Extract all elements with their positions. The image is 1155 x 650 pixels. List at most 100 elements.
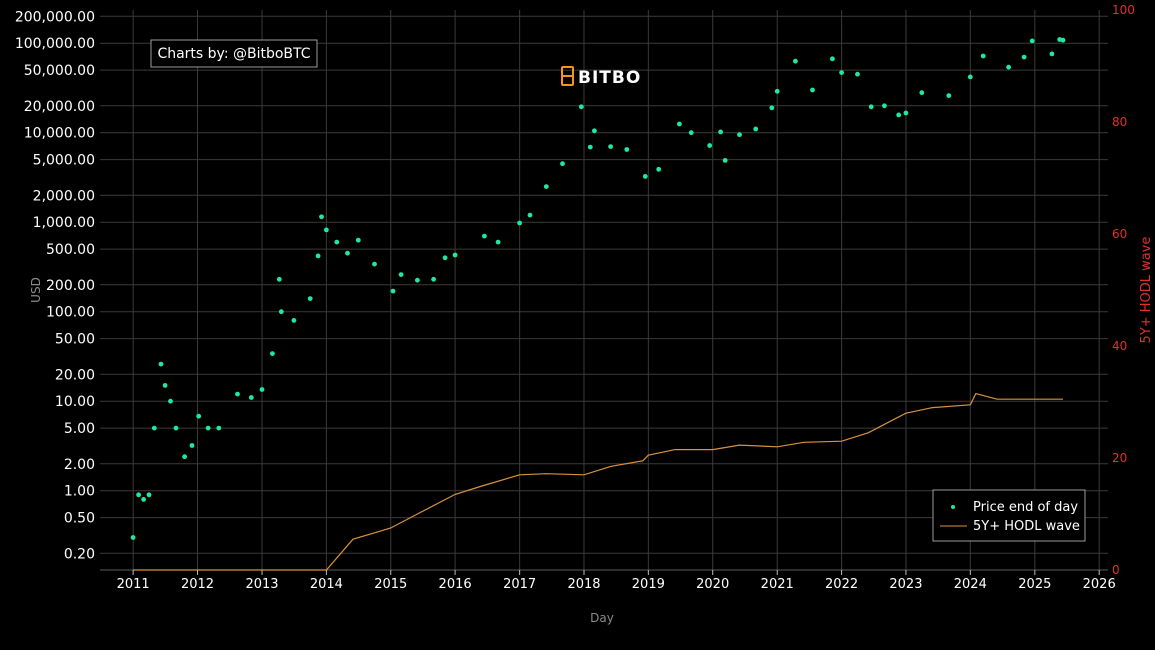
price-point [980,53,986,59]
x-axis: 2011 2012 2013 2014 2015 2016 2017 2018 2019 2020… [117,570,1116,592]
y2-tick-label: 80 [1112,115,1127,129]
price-point [162,383,168,388]
price-point [753,126,759,132]
x-tick-label: 2018 [567,577,600,592]
price-point [345,250,350,256]
y-tick-label: 200.00 [46,278,95,294]
price-point [656,166,662,172]
price-point [259,387,265,392]
credit-label: Charts by: @BitboBTC [157,46,310,62]
y-tick-label: 2.00 [64,457,95,473]
price-point [946,93,952,98]
price-point [372,261,377,267]
price-point [543,184,549,190]
left-axis: 200,000.00 100,000.00 50,000.00 20,000.00 10… [15,9,95,562]
y-tick-label: 2,000.00 [33,188,95,204]
price-point [415,277,420,283]
x-tick-label: 2016 [439,577,472,592]
y-tick-label: 50.00 [55,332,95,348]
y-tick-label: 20.00 [55,367,95,383]
price-point [398,272,404,277]
price-point [1060,37,1066,43]
price-point [855,71,860,77]
y-tick-label: 100,000.00 [15,36,95,52]
price-point [315,253,321,259]
price-point [830,56,835,62]
price-point [158,361,164,367]
price-point [141,497,147,502]
price-point [324,227,329,233]
price-point [390,288,396,294]
legend-price-label: Price end of day [973,500,1078,515]
bitbo-logo-icon [561,66,574,86]
y-tick-label: 50,000.00 [24,63,95,79]
x-tick-label: 2011 [117,577,150,592]
y2-tick-label: 20 [1112,451,1127,465]
price-point [442,255,448,261]
price-point [517,220,522,226]
price-point [168,398,173,404]
y-tick-label: 500.00 [46,242,95,258]
y-tick-label: 200,000.00 [15,9,95,25]
y-tick-label: 1,000.00 [33,215,95,231]
y-tick-label: 0.20 [64,546,95,562]
y-tick-label: 5,000.00 [33,153,95,169]
y-tick-label: 5.00 [64,421,95,437]
price-point [903,110,909,116]
price-point [146,492,152,498]
x-tick-label: 2025 [1018,577,1051,592]
price-point [196,413,202,419]
x-tick-label: 2020 [696,577,729,592]
y-tick-label: 20,000.00 [24,99,95,115]
price-point [276,276,282,282]
price-point [216,425,222,431]
price-point [560,161,565,167]
x-tick-label: 2019 [632,577,665,592]
price-point [482,233,487,239]
price-point [919,90,925,96]
y-tick-label: 100.00 [46,305,95,321]
price-point [688,130,694,136]
x-tick-label: 2021 [761,577,794,592]
price-point [642,174,648,179]
price-point [737,132,742,138]
price-point [677,121,682,127]
x-tick-label: 2014 [310,577,343,592]
price-point [182,454,188,460]
price-point [839,70,844,75]
x-tick-label: 2012 [181,577,214,592]
price-series [130,37,1066,540]
price-point [431,276,436,282]
price-point [136,492,142,498]
y-tick-label: 10.00 [55,394,95,410]
legend-hodl-label: 5Y+ HODL wave [973,519,1080,534]
price-point [151,425,157,431]
price-point [793,58,798,64]
y-tick-label: 0.50 [64,511,95,527]
y-axis-title: USD [29,277,43,303]
hodl-line [133,392,1063,571]
price-point [278,309,284,315]
x-tick-label: 2022 [825,577,858,592]
y2-tick-label: 40 [1112,339,1127,353]
legend: Price end of day 5Y+ HODL wave [932,489,1086,542]
price-point [578,104,584,110]
price-point [452,252,458,258]
price-point [173,425,179,431]
price-point [205,425,211,431]
price-point [248,395,254,400]
price-point [868,104,874,110]
x-tick-label: 2024 [954,577,987,592]
price-point [235,391,240,397]
price-point [608,144,613,150]
y-tick-label: 1.00 [64,484,95,500]
price-point [130,535,136,540]
gridlines [100,10,1108,571]
price-point [587,144,593,150]
price-point [527,212,533,218]
price-point [592,128,597,134]
hodl-series [133,392,1063,571]
price-point [967,74,973,80]
